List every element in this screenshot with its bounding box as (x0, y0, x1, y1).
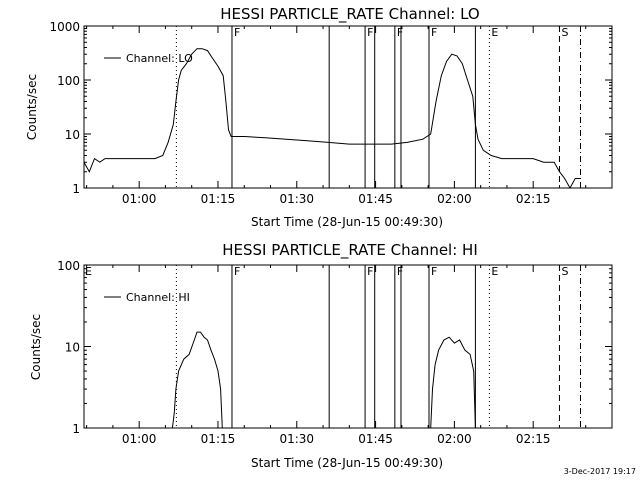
footer-date: 3-Dec-2017 19:17 (564, 467, 636, 476)
lo-y-tick-label: 100 (57, 74, 80, 88)
hi-y-tick-label: 100 (57, 259, 80, 273)
lo-chart-title: HESSI PARTICLE_RATE Channel: LO (220, 5, 479, 24)
hi-x-tick-label: 02:15 (516, 432, 551, 446)
hi-plot-frame (83, 264, 613, 429)
hi-x-tick-label: 01:45 (358, 432, 393, 446)
lo-x-tick-label: 02:00 (437, 192, 472, 206)
lo-legend-label: Channel: LO (126, 52, 193, 65)
hi-x-tick-label: 01:00 (122, 432, 157, 446)
lo-y-tick-label: 10 (65, 128, 80, 142)
lo-channel-panel: HESSI PARTICLE_RATE Channel: LO Start Ti… (25, 5, 613, 229)
hi-event-label: S (561, 265, 568, 278)
hi-event-label: F (234, 265, 240, 278)
lo-y-tick-label: 1000 (49, 20, 80, 34)
lo-y-axis-label: Counts/sec (25, 74, 39, 140)
hi-event-label: E (491, 265, 498, 278)
hi-y-tick-label: 10 (65, 341, 80, 355)
lo-series-line (83, 48, 581, 190)
lo-event-label: F (234, 26, 240, 39)
lo-x-tick-label: 01:45 (358, 192, 393, 206)
hi-series-line (171, 331, 223, 429)
lo-x-tick-label: 01:30 (279, 192, 314, 206)
lo-event-label: F (431, 26, 437, 39)
hi-x-tick-label: 02:00 (437, 432, 472, 446)
hi-series-line (430, 336, 476, 429)
hi-x-tick-label: 01:30 (279, 432, 314, 446)
lo-y-tick-label: 1 (72, 182, 80, 196)
hi-legend-label: Channel: HI (126, 291, 190, 304)
hi-y-axis-label: Counts/sec (29, 314, 43, 380)
hi-y-tick-label: 1 (72, 422, 80, 436)
lo-x-tick-label: 01:15 (201, 192, 236, 206)
lo-event-label: F (367, 26, 373, 39)
hi-event-label: F (397, 265, 403, 278)
lo-x-tick-label: 01:00 (122, 192, 157, 206)
hi-event-label: F (431, 265, 437, 278)
lo-event-label: F (397, 26, 403, 39)
lo-x-tick-label: 02:15 (516, 192, 551, 206)
lo-x-axis-label: Start Time (28-Jun-15 00:49:30) (251, 215, 443, 229)
hi-x-axis-label: Start Time (28-Jun-15 00:49:30) (251, 456, 443, 470)
lo-event-label: E (491, 26, 498, 39)
hi-channel-panel: HESSI PARTICLE_RATE Channel: HI Start Ti… (29, 241, 613, 470)
lo-plot-frame (83, 25, 613, 189)
hi-corner-label: E (85, 265, 92, 278)
hi-x-tick-label: 01:15 (201, 432, 236, 446)
hi-chart-title: HESSI PARTICLE_RATE Channel: HI (222, 241, 478, 260)
hi-event-label: F (367, 265, 373, 278)
lo-event-label: S (561, 26, 568, 39)
